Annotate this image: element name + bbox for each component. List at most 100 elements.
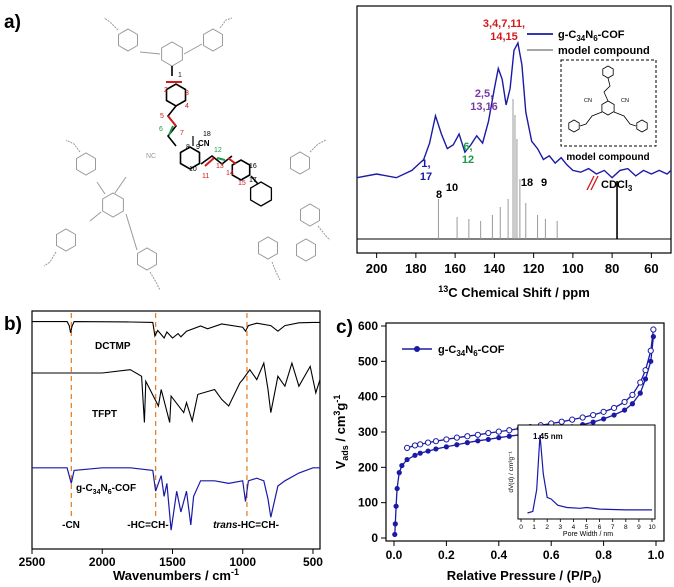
atom-number-2: 2	[164, 87, 168, 94]
inset-peak-annotation: 1.45 nm	[533, 432, 563, 441]
atom-number-9: 9	[196, 144, 200, 151]
desorption-point	[590, 411, 597, 419]
adsorption-point	[396, 470, 402, 476]
inset-x-tick-label: 1	[532, 524, 536, 531]
ftir-cof-label: g-C34N6-COF	[76, 483, 136, 496]
connector	[114, 176, 127, 194]
adsorption-points	[392, 334, 656, 538]
phenyl-ring-left	[568, 119, 580, 133]
phenyl-ring	[56, 228, 76, 252]
inset-x-tick-label: 6	[598, 524, 602, 531]
triazine-ring	[102, 192, 124, 218]
adsorption-point	[611, 412, 617, 418]
nc-label: NC	[146, 153, 156, 160]
atom-number-15: 15	[238, 180, 246, 187]
model-compound-structure: CN CN	[568, 65, 648, 133]
triazine-ring	[249, 181, 273, 207]
desorption-point	[474, 431, 481, 438]
connector	[183, 43, 203, 55]
cdcl3-label: CDCl3	[601, 179, 633, 193]
atom-number-3: 3	[185, 90, 189, 97]
nmr-x-tick-label: 180	[405, 261, 427, 276]
model-compound-inset: CN CN model compound	[560, 59, 657, 163]
desorption-point	[424, 439, 432, 446]
adsorption-point	[425, 448, 431, 454]
atom-number-6: 6	[159, 126, 163, 133]
inset-x-tick-label: 0	[519, 524, 523, 531]
adsorption-point	[506, 433, 512, 439]
ftir-dctmp-line	[32, 321, 320, 340]
ftir-hc-annotation: -HC=CH-	[127, 520, 168, 531]
vinyl-right	[613, 111, 637, 127]
atom-number-10: 10	[189, 166, 197, 173]
panel-b-label: b)	[4, 314, 22, 335]
inset-x-tick-label: 3	[558, 524, 562, 531]
adsorption-point	[590, 419, 596, 425]
nmr-x-tick-label: 160	[444, 261, 466, 276]
legend-cof-label: g-C34N6-COF	[558, 29, 625, 43]
ftir-x-tick-label: 2000	[89, 555, 116, 569]
adsorption-point	[412, 452, 418, 458]
ftir-dctmp-label: DCTMP	[95, 341, 131, 352]
ftir-x-tick-label: 1000	[229, 555, 256, 569]
inset-x-axis-title: Pore Width / nm	[563, 531, 613, 538]
desorption-point	[558, 418, 565, 425]
desorption-point	[621, 398, 628, 406]
connector	[139, 51, 161, 55]
model-cn-label: CN	[621, 98, 629, 104]
ftir-tfpt-line	[32, 361, 321, 424]
pore-size-inset: 0 1 2 3 4 5 6 7 8 9 10 1.45 nm Pore Width / nm dV(…	[508, 424, 656, 538]
vinyl-highlight-red	[227, 157, 237, 165]
atom-number-8: 8	[186, 144, 190, 151]
peak-label-1-l1: 1,	[421, 158, 430, 170]
panel-a-label: a)	[4, 12, 21, 33]
vinyl-highlight-green	[168, 125, 174, 136]
isotherm-x-tick-label: 0.6	[543, 548, 560, 562]
repeat-bond-right	[250, 175, 259, 185]
peak-label-2-5-l2: 13,16	[470, 101, 498, 113]
inset-x-tick-label: 4	[572, 524, 576, 531]
inset-frame	[560, 59, 657, 147]
cn-label: CN	[198, 139, 210, 148]
adsorption-point	[642, 376, 649, 382]
panel-c-label: c)	[336, 317, 353, 338]
connector	[96, 181, 106, 195]
vinyl-linker	[317, 225, 331, 241]
nmr-x-tick-label: 200	[366, 261, 388, 276]
legend-model-label: model compound	[558, 45, 650, 57]
vinyl-linker	[271, 261, 281, 281]
desorption-point	[464, 433, 471, 440]
pore-size-line	[527, 434, 652, 514]
pyridine-ring	[601, 100, 615, 116]
adsorption-point	[399, 462, 405, 469]
inset-y-axis-title: dV(d) / cm³g⁻¹	[508, 450, 515, 492]
cdcl3-mark-2	[590, 175, 599, 191]
inset-x-tick-label: 8	[624, 524, 628, 531]
atom-number-11: 11	[202, 173, 209, 180]
peak-label-9: 9	[541, 177, 547, 189]
atom-number-18: 18	[203, 131, 211, 138]
model-nc-label: CN	[584, 98, 592, 104]
desorption-point	[495, 428, 502, 435]
adsorption-point	[392, 531, 398, 538]
phenyl-ring-highlighted-right	[231, 159, 251, 181]
adsorption-point	[392, 521, 398, 527]
ftir-cof-line	[32, 467, 320, 531]
ftir-frame	[31, 310, 321, 550]
isotherm-x-tick-label: 0.0	[386, 548, 403, 562]
desorption-point	[647, 347, 654, 354]
nmr-chart: 200 180 160 140 120 100 80 60 13C Chemical Shif…	[356, 5, 672, 300]
vinyl-linker	[149, 271, 161, 291]
vinyl-linker	[43, 251, 57, 267]
isotherm-y-tick-label: 200	[358, 460, 378, 474]
connector	[125, 213, 138, 251]
phenyl-ring	[203, 28, 223, 52]
ftir-x-tick-label: 1500	[159, 555, 186, 569]
isotherm-y-tick-label: 600	[358, 319, 378, 333]
inset-x-tick-label: 5	[585, 524, 589, 531]
isotherm-x-tick-label: 1.0	[648, 548, 665, 562]
adsorption-point	[417, 450, 423, 456]
isotherm-y-tick-label: 0	[371, 531, 378, 545]
